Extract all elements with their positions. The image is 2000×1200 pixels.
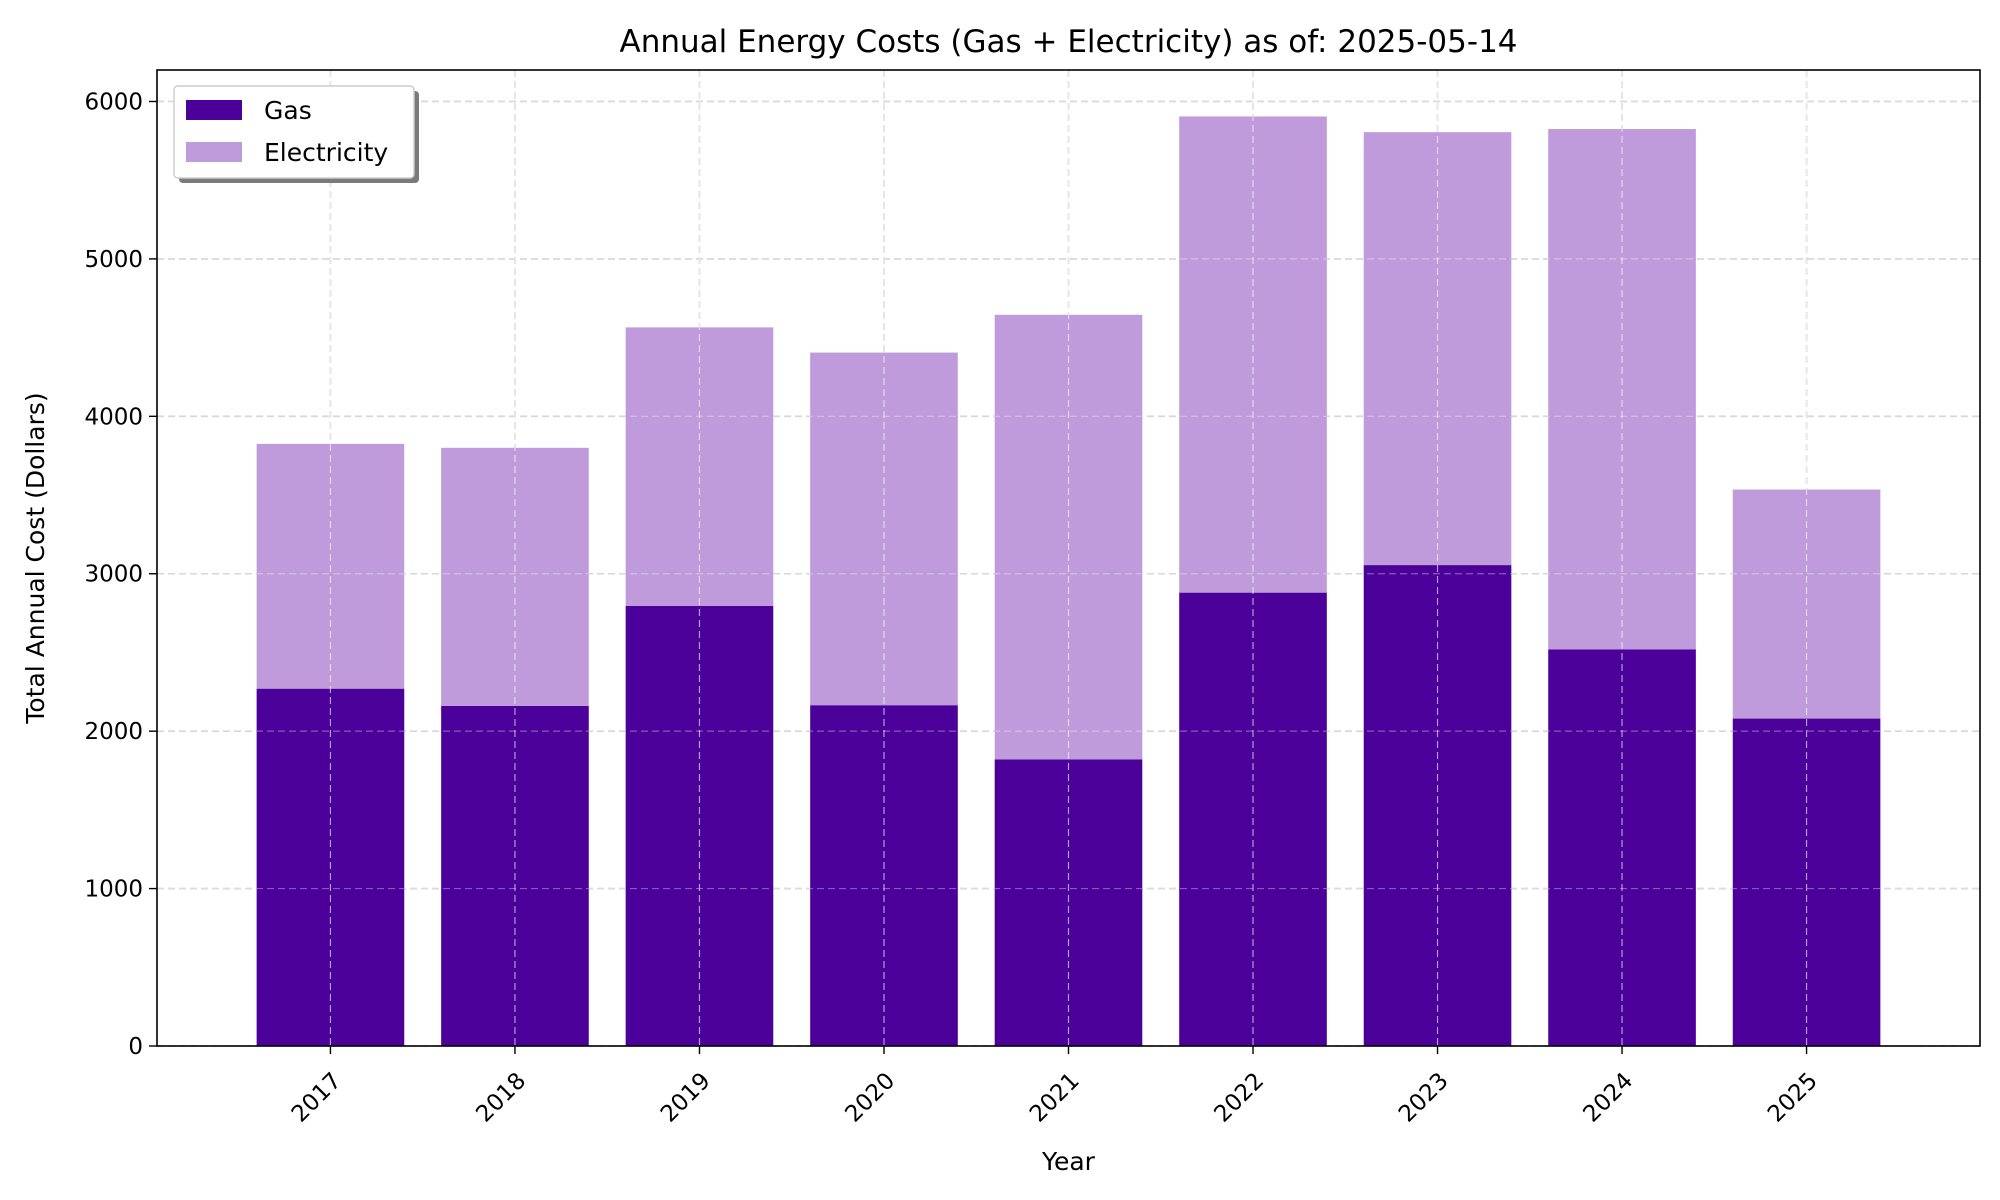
x-tick-label: 2019	[656, 1068, 716, 1128]
legend-swatch-electricity	[186, 142, 242, 162]
legend-label-electricity: Electricity	[264, 138, 388, 167]
x-tick-label: 2021	[1025, 1068, 1085, 1128]
y-tick-label: 1000	[84, 877, 143, 903]
x-tick-label: 2017	[287, 1068, 347, 1128]
x-axis-label: Year	[1041, 1147, 1096, 1176]
bar-gas-2024	[1548, 649, 1696, 1046]
legend-swatch-gas	[186, 100, 242, 120]
y-tick-label: 2000	[84, 719, 143, 745]
grid-lines-overlay	[157, 70, 1980, 1047]
x-tick-label: 2020	[840, 1068, 900, 1128]
y-tick-label: 5000	[84, 247, 143, 273]
x-tick-label: 2025	[1763, 1068, 1823, 1128]
bar-gas-2019	[625, 606, 774, 1046]
legend-label-gas: Gas	[264, 96, 312, 125]
y-tick-label: 6000	[84, 89, 143, 115]
y-tick-label: 3000	[84, 562, 143, 588]
x-tick-label: 2022	[1209, 1068, 1269, 1128]
x-tick-label: 2018	[471, 1068, 531, 1128]
x-tick-label: 2023	[1394, 1068, 1454, 1128]
legend: Gas Electricity	[173, 85, 419, 183]
y-axis-ticks: 0 1000 2000 3000 4000 5000 6000	[84, 89, 157, 1060]
y-axis-label: Total Annual Cost (Dollars)	[21, 392, 50, 724]
y-tick-label: 4000	[84, 404, 143, 430]
chart-title: Annual Energy Costs (Gas + Electricity) …	[619, 24, 1517, 60]
bar-gas-2025	[1732, 718, 1881, 1046]
y-tick-label: 0	[128, 1034, 143, 1060]
x-tick-label: 2024	[1579, 1068, 1639, 1128]
x-axis-ticks: 2017 2018 2019 2020 2021 2022 2023 2024 2025	[287, 1046, 1823, 1128]
